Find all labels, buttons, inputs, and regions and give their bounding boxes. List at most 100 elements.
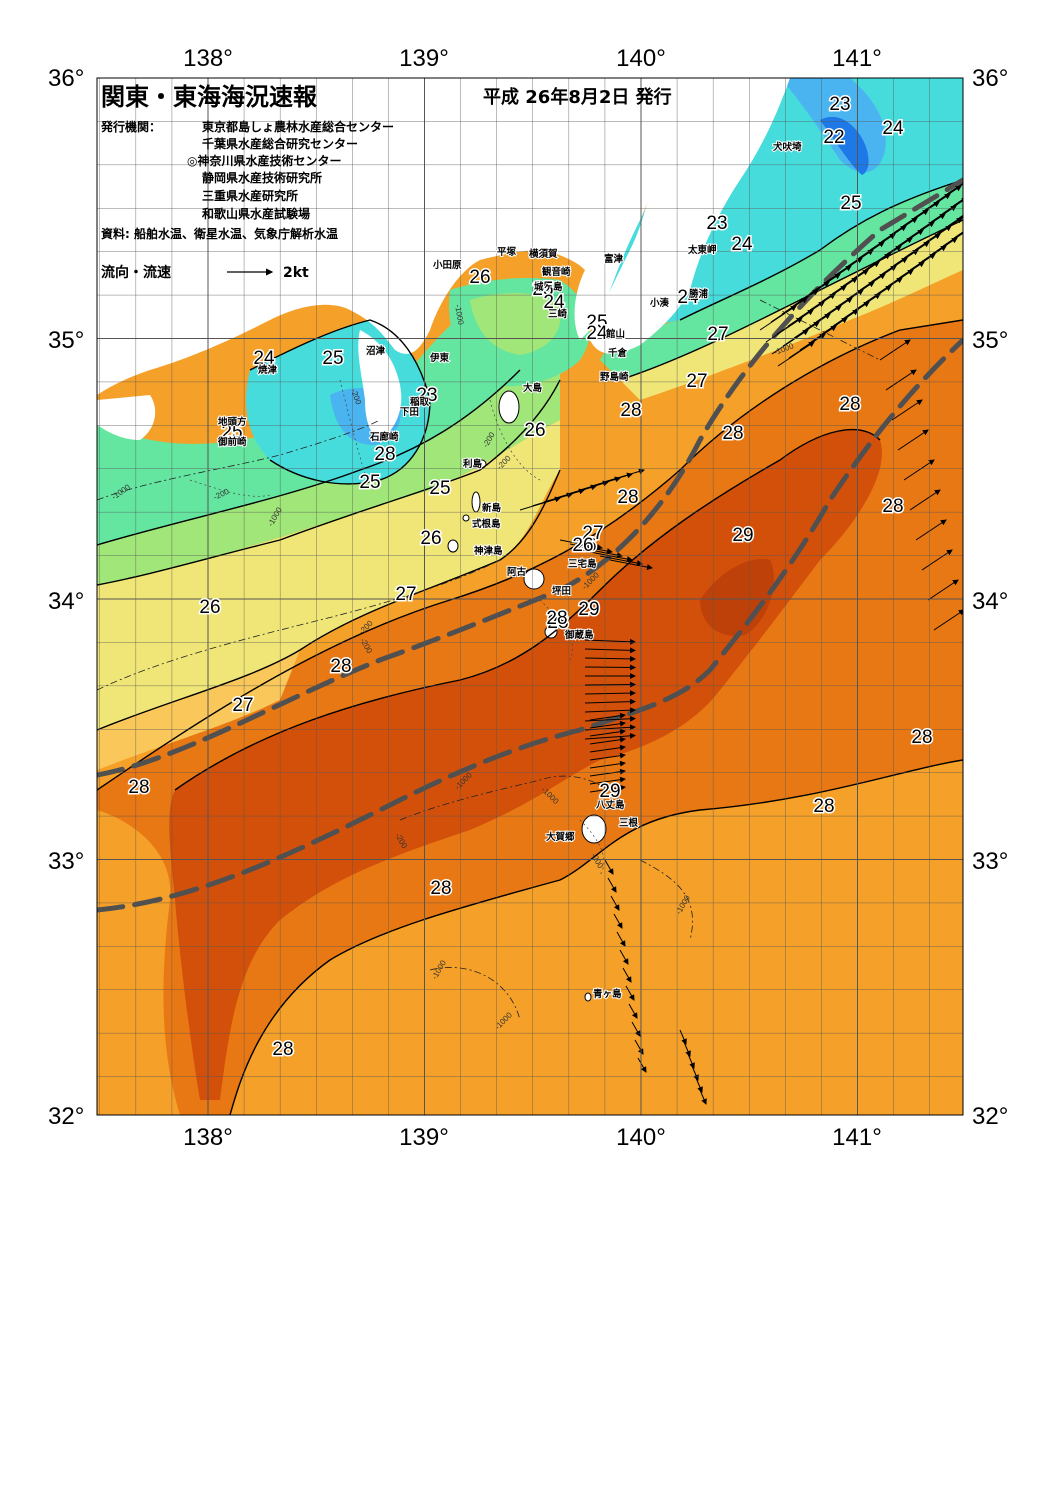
current-vector [947, 215, 963, 227]
current-vector [781, 289, 819, 315]
current-vector [913, 193, 951, 219]
current-vector [589, 728, 626, 737]
current-vector [820, 277, 858, 303]
lon-tick-bottom-138: 138° [183, 1124, 233, 1151]
current-vector [777, 341, 815, 367]
temp-label: 27 [232, 695, 253, 716]
temp-label: 29 [599, 781, 620, 802]
place-label: 勝浦 [689, 288, 709, 300]
lon-tick-top-138: 138° [183, 45, 233, 72]
depth-contour-1000-d [639, 859, 693, 941]
current-vector [584, 655, 636, 662]
isotherm-boso-24 [679, 179, 963, 321]
current-vector [695, 1077, 703, 1093]
temp-label: 26 [469, 267, 490, 288]
place-label: 御蔵島 [564, 629, 594, 641]
current-vector [876, 269, 914, 295]
temp-label: 28 [911, 727, 932, 748]
current-vector [875, 237, 913, 263]
current-vector [625, 985, 635, 1001]
current-vector [832, 301, 870, 327]
island-shikinejima [462, 514, 470, 522]
temp-label: 28 [617, 487, 638, 508]
current-vector [589, 784, 626, 793]
current-vector [589, 776, 626, 785]
current-vector [792, 281, 830, 307]
current-vector [898, 253, 936, 279]
isotherm-24 [249, 319, 431, 485]
current-vector [814, 265, 852, 291]
current-vector [815, 297, 853, 323]
current-vector [631, 1021, 641, 1037]
place-label: 観音崎 [542, 266, 571, 278]
current-vector [858, 233, 896, 259]
lat-tick-right-32: 32° [972, 1103, 1008, 1130]
current-vector [809, 285, 847, 311]
lon-tick-top-140: 140° [616, 45, 666, 72]
current-vector [628, 1003, 638, 1019]
place-label: 三宅島 [568, 558, 597, 570]
temp-label: 27 [707, 324, 728, 345]
current-vector [843, 293, 881, 319]
island-hachijojima [581, 814, 607, 844]
current-vector [609, 559, 653, 571]
current-vector [679, 1029, 687, 1045]
lat-tick-right-36: 36° [972, 65, 1008, 92]
isotherm-26 [97, 379, 561, 586]
current-vectors [519, 182, 963, 1105]
isotherm-25 [97, 369, 521, 546]
place-label: 焼津 [258, 364, 278, 376]
current-vector [887, 261, 925, 287]
lon-tick-bottom-141: 141° [832, 1124, 882, 1151]
place-label: 太東岬 [688, 244, 717, 256]
current-vector [891, 209, 929, 235]
current-vector [579, 547, 623, 559]
current-vector [683, 1041, 691, 1057]
publishers-label: 発行機関： [100, 119, 161, 134]
current-vector [770, 297, 808, 323]
place-label: 三根 [619, 817, 639, 829]
current-vector [903, 459, 935, 481]
place-label: 三崎 [548, 308, 568, 320]
temp-label: 25 [359, 472, 380, 493]
publisher-1: 東京都島しょ農林水産総合センター [202, 119, 394, 134]
current-vector [837, 281, 875, 307]
temp-label: 29 [578, 599, 599, 620]
current-vector [897, 221, 935, 247]
current-vector [584, 698, 636, 705]
current-vector [776, 309, 814, 335]
depth-contours-200 [189, 379, 605, 876]
current-vector [599, 555, 643, 567]
current-vector [634, 1039, 644, 1055]
current-vector [870, 257, 908, 283]
temp-label: 23 [706, 213, 727, 234]
place-label: 平塚 [497, 246, 517, 258]
current-vector [825, 257, 863, 283]
place-label: 大島 [523, 382, 543, 394]
place-label: 式根島 [472, 518, 501, 530]
temp-label: 27 [395, 584, 416, 605]
temp-label: 23 [416, 385, 437, 406]
land-boso [590, 78, 790, 354]
current-vector [831, 269, 869, 295]
depth-contour-200-d [579, 819, 605, 876]
current-vector [589, 720, 626, 729]
sea-29b-core [700, 559, 774, 636]
place-label: 伊東 [429, 352, 450, 364]
current-vector [885, 369, 917, 391]
temp-label: 28 [839, 394, 860, 415]
temperature-labels: 23 22 24 25 23 24 24 26 25 24 25 24 27 2… [127, 93, 934, 1062]
depth-contour-200-e [189, 479, 271, 497]
current-vector [941, 199, 963, 215]
depth-contour-1000-e [429, 967, 521, 1021]
current-vector [919, 205, 957, 231]
current-vector [921, 549, 953, 571]
current-vector [859, 265, 897, 291]
publisher-6: 和歌山県水産試験場 [201, 206, 310, 221]
current-vector [935, 183, 963, 203]
current-vector [584, 681, 636, 688]
current-vector [821, 309, 859, 335]
current-vector [942, 232, 963, 247]
depth-contour-200-b [489, 399, 541, 481]
